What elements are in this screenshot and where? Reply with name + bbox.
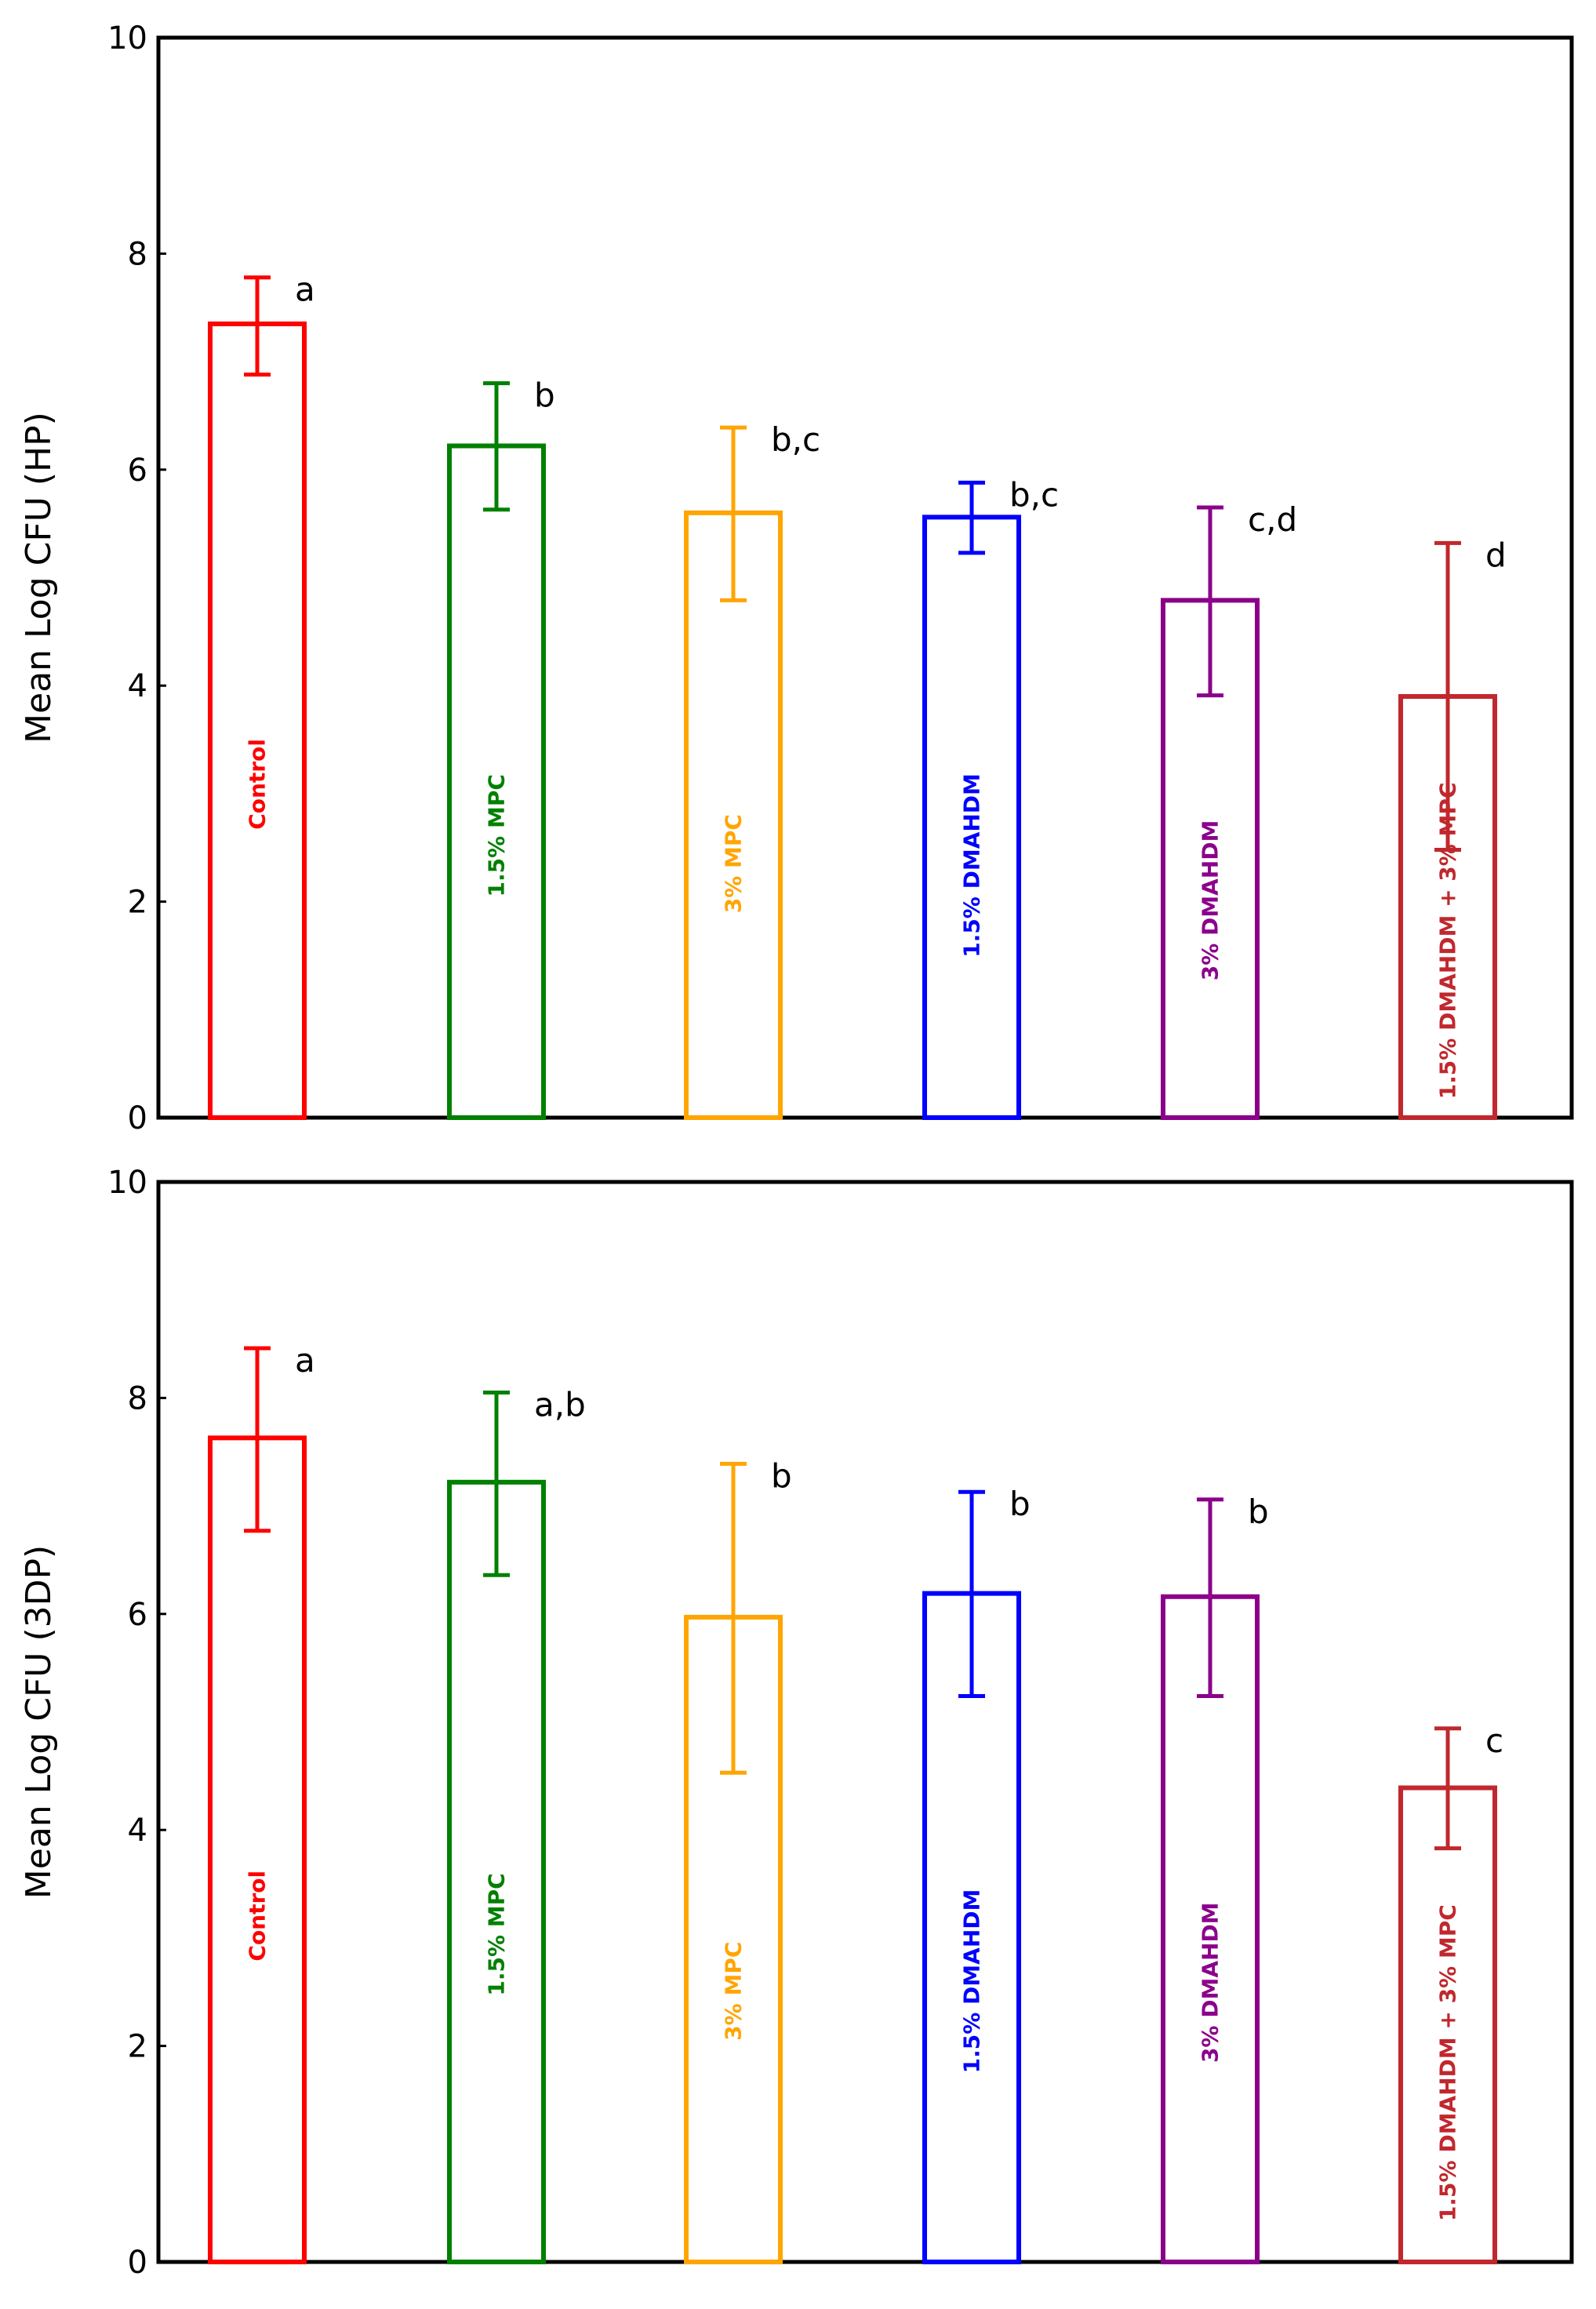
y-tick-label: 2 [128,885,147,921]
panel-3dp: 0 2 4 6 8 10 Mean Log CFU (3DP) a Control a,b 1.5%… [19,1165,1574,2281]
y-tick-label: 0 [128,1100,147,1136]
y-tick-label: 4 [128,668,147,704]
panel-hp: 0 2 4 6 8 10 Mean Log CFU (HP) a Control b 1.5% MP… [19,20,1574,1136]
bar-category-label: 3% DMAHDM [1198,820,1223,981]
significance-letter: b [1009,1485,1031,1523]
bar-category-label: Control [245,739,271,830]
significance-letter: b [534,376,555,415]
significance-letter: b [1248,1493,1269,1531]
significance-letter: c [1485,1722,1503,1760]
significance-letter: d [1485,536,1507,574]
y-axis-label: Mean Log CFU (HP) [19,412,59,744]
plot-frame [156,35,1574,1120]
y-tick-label: 2 [128,2029,147,2065]
y-tick-label: 0 [128,2245,147,2281]
y-tick-label: 8 [128,1380,147,1416]
y-axis-label: Mean Log CFU (3DP) [19,1545,59,1899]
y-tick-label: 6 [128,453,147,489]
significance-letter: a,b [534,1386,586,1424]
significance-letter: b,c [771,420,820,459]
y-tick-label: 4 [128,1813,147,1849]
y-tick-label: 8 [128,236,147,272]
bar-category-label: 1.5% DMAHDM + 3% MPC [1435,1904,1461,2221]
bar [208,1435,307,2264]
plot-frame [156,1180,1574,2264]
bar-category-label: 3% DMAHDM [1198,1902,1223,2063]
bar [208,321,307,1120]
bar-category-label: 1.5% DMAHDM + 3% MPC [1435,782,1461,1099]
bar-category-label: Control [245,1871,271,1962]
significance-letter: a [295,271,315,309]
bar-category-label: 3% MPC [721,1942,747,2041]
bar-category-label: 3% MPC [721,814,747,913]
significance-letter: b,c [1009,475,1059,514]
significance-letter: a [295,1341,315,1380]
bar-category-label: 1.5% DMAHDM [959,1889,985,2074]
y-tick-label: 10 [107,20,147,56]
bar-category-label: 1.5% DMAHDM [959,773,985,958]
y-tick-label: 6 [128,1597,147,1633]
significance-letter: b [771,1456,792,1495]
y-tick-label: 10 [107,1165,147,1201]
bar [447,1479,546,2264]
bar-category-label: 1.5% MPC [484,1873,510,1995]
significance-letter: c,d [1248,500,1297,539]
bar-category-label: 1.5% MPC [484,774,510,896]
